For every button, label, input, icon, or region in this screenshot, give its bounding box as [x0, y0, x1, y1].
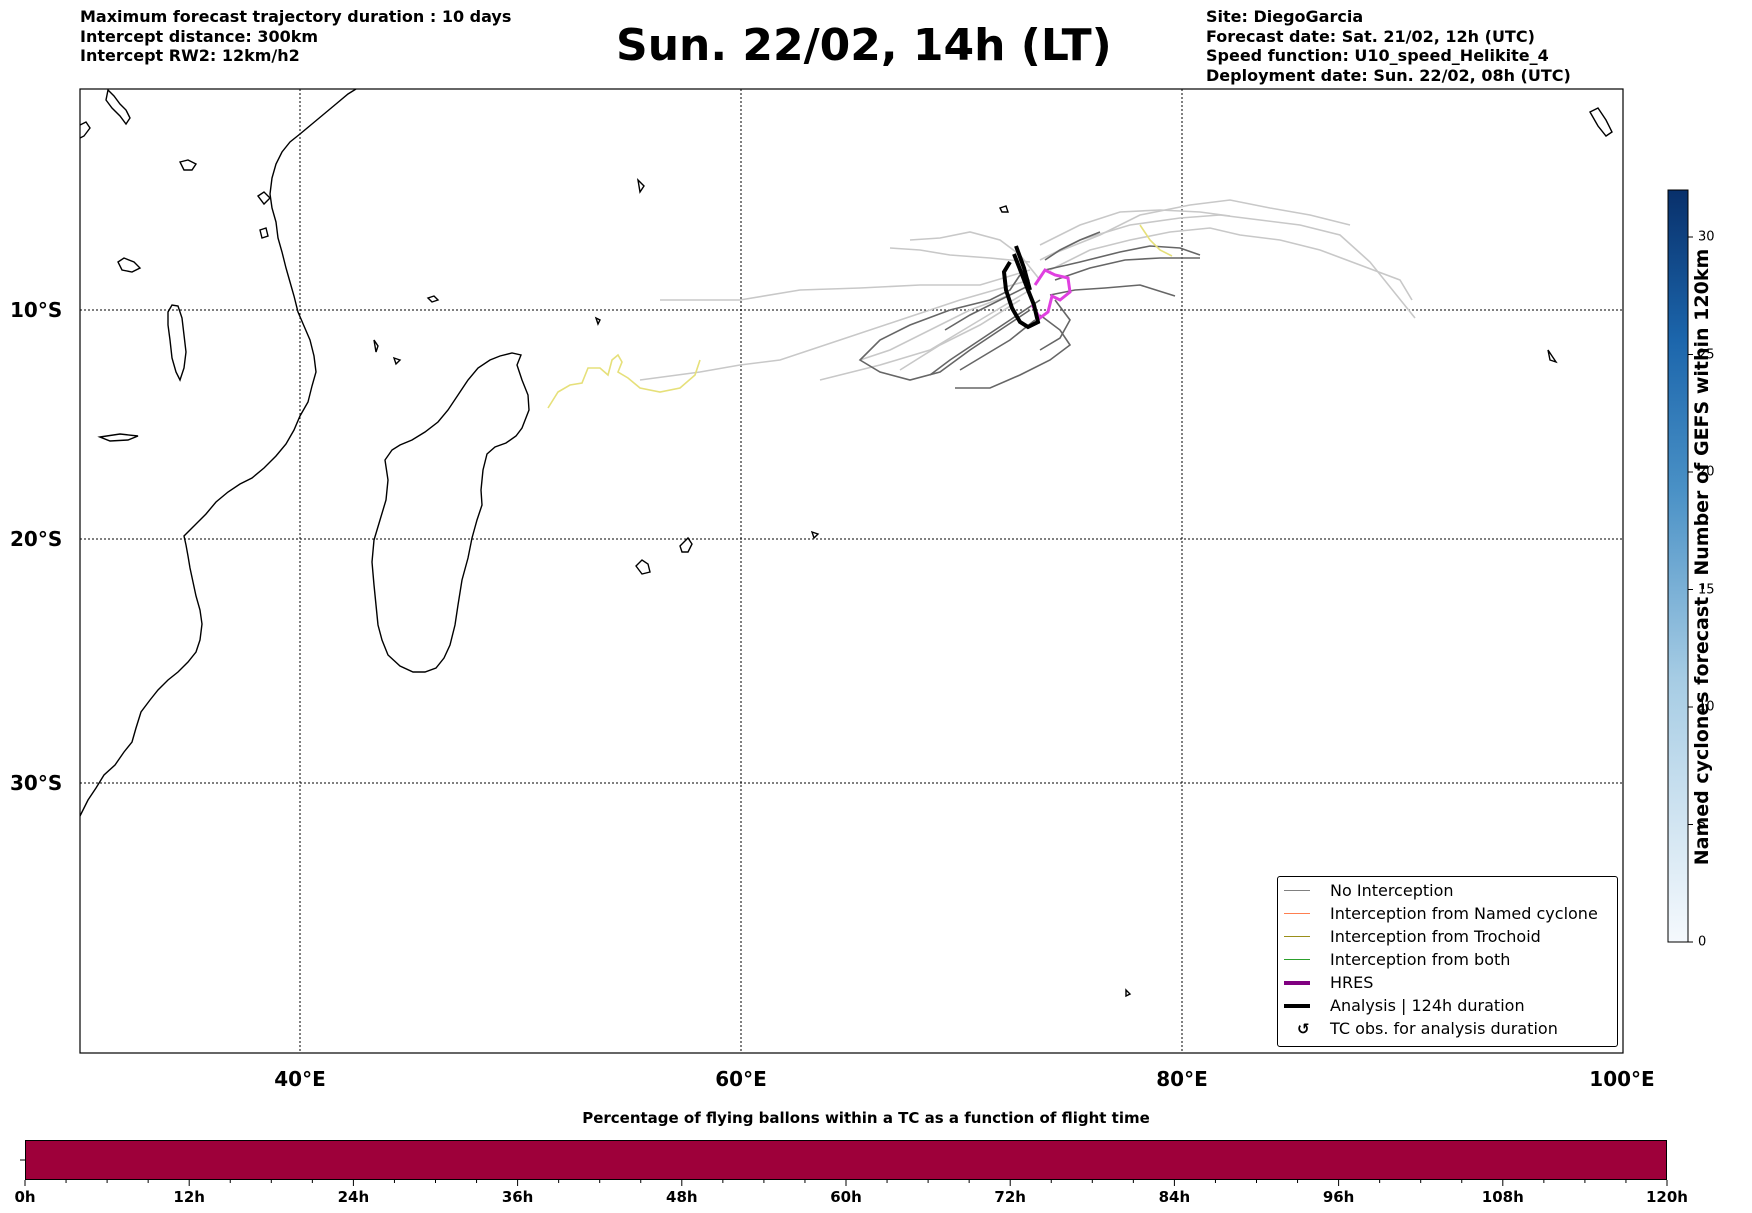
page-title: Sun. 22/02, 14h (LT): [616, 20, 1112, 71]
graticule: [80, 89, 1623, 1053]
colorbar-tick-label: 30: [1698, 229, 1715, 245]
legend-item: No Interception: [1278, 881, 1617, 901]
colorbar-tick-label: 0: [1698, 934, 1707, 950]
legend-line-no-interception: [1284, 890, 1310, 891]
legend-label: Interception from Trochoid: [1330, 927, 1541, 946]
header-right-line: Site: DiegoGarcia: [1206, 7, 1364, 26]
coastlines: [80, 89, 1613, 998]
legend-line-named-cyclone: [1284, 913, 1310, 914]
header-right-line: Speed function: U10_speed_Helikite_4: [1206, 46, 1549, 65]
arabia-coast: [80, 89, 131, 139]
map-frame: [79, 88, 1624, 1054]
header-left-line: Maximum forecast trajectory duration : 1…: [80, 7, 512, 26]
tc-obs-icon: ↺: [1297, 1020, 1310, 1038]
legend-item: Interception from Named cyclone: [1278, 904, 1617, 924]
mascarene-reunion: [635, 559, 651, 575]
legend-item: Interception from Trochoid: [1278, 927, 1617, 947]
colorbar: [1667, 189, 1689, 943]
legend-line-analysis: [1284, 1004, 1310, 1008]
lat-label-30s: 30°S: [10, 771, 63, 795]
time-bar-tick-label: 108h: [1481, 1188, 1524, 1206]
header-right-line: Deployment date: Sun. 22/02, 08h (UTC): [1206, 65, 1571, 85]
time-bar-tick-label: 84h: [1158, 1188, 1191, 1206]
time-bar-tick-label: 24h: [337, 1188, 370, 1206]
legend-line-both: [1284, 959, 1310, 960]
time-bar-tick-label: 96h: [1322, 1188, 1355, 1206]
colorbar-tick-label: 5: [1698, 817, 1707, 832]
yellow-trajectories: [547, 224, 1173, 409]
legend-label: No Interception: [1330, 881, 1454, 900]
map-legend: No Interception Interception from Named …: [1277, 876, 1618, 1047]
africa-coast: [80, 89, 357, 817]
legend-label: TC obs. for analysis duration: [1330, 1019, 1558, 1038]
time-bar-title: Percentage of flying ballons within a TC…: [582, 1109, 1150, 1127]
hres-track: [1030, 268, 1072, 321]
header-left-line: Intercept distance: 300km: [80, 26, 319, 46]
lon-label-100e: 100°E: [1589, 1067, 1655, 1091]
time-bar: [25, 1140, 1667, 1180]
legend-line-hres: [1284, 981, 1310, 985]
zanzibar: [97, 433, 139, 442]
islands-misc: [373, 107, 1613, 998]
colorbar-tick-label: 25: [1698, 347, 1715, 362]
lat-label-10s: 10°S: [10, 298, 63, 322]
time-bar-tick-label: 48h: [666, 1188, 698, 1206]
comoros: [167, 304, 187, 382]
colorbar-tick-label: 15: [1698, 582, 1715, 597]
time-bar-tick-label: 120h: [1646, 1188, 1688, 1206]
colorbar-ticks: [1688, 236, 1693, 943]
legend-item: HRES: [1278, 973, 1617, 993]
colorbar-tick-label: 10: [1698, 699, 1715, 715]
time-bar-tick-label: 72h: [994, 1188, 1026, 1206]
legend-item: ↺ TC obs. for analysis duration: [1278, 1019, 1617, 1039]
colorbar-tick-label: 20: [1698, 464, 1715, 480]
socotra: [178, 159, 198, 171]
legend-label: Analysis | 124h duration: [1330, 996, 1525, 1015]
chagos-small: [256, 191, 601, 326]
mauritius: [679, 536, 693, 553]
analysis-track-start: [1014, 245, 1032, 291]
legend-line-trochoid: [1284, 936, 1310, 937]
header-left: Maximum forecast trajectory duration : 1…: [80, 7, 511, 66]
gefs-trajectories-light: [639, 199, 1416, 381]
time-bar-tick-label: 0h: [14, 1188, 36, 1206]
madagascar: [371, 352, 530, 673]
header-right: Site: DiegoGarcia Forecast date: Sat. 21…: [1206, 7, 1571, 85]
seychelles-group: [117, 257, 142, 273]
header-right-line: Forecast date: Sat. 21/02, 12h (UTC): [1206, 26, 1535, 46]
time-bar-tick-label: 60h: [830, 1188, 862, 1206]
analysis-track: [1001, 253, 1041, 330]
header-left-line: Intercept RW2: 12km/h2: [80, 46, 300, 65]
legend-label: Interception from both: [1330, 950, 1511, 969]
legend-label: HRES: [1330, 973, 1374, 992]
time-bar-tick-label: 36h: [501, 1188, 534, 1206]
legend-label: Interception from Named cyclone: [1330, 904, 1598, 923]
lat-label-20s: 20°S: [10, 527, 63, 551]
legend-item: Interception from both: [1278, 950, 1617, 970]
time-bar-tick-label: 12h: [173, 1188, 205, 1206]
legend-item: Analysis | 124h duration: [1278, 996, 1617, 1016]
lon-label-40e: 40°E: [274, 1067, 326, 1091]
lon-label-80e: 80°E: [1156, 1067, 1208, 1091]
lon-label-60e: 60°E: [715, 1067, 767, 1091]
gefs-trajectories-dark: [858, 231, 1201, 389]
